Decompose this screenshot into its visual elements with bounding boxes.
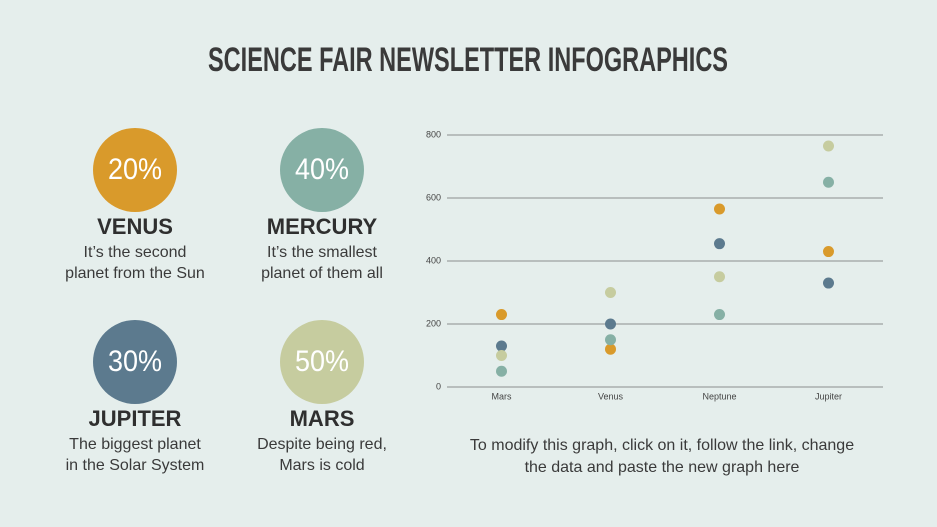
planet-description: in the Solar System xyxy=(66,457,205,474)
planet-circle xyxy=(93,128,177,212)
data-point xyxy=(823,246,834,258)
y-tick-label: 400 xyxy=(426,255,441,265)
data-point xyxy=(714,203,725,215)
chart-caption: To modify this graph, click on it, follo… xyxy=(470,437,854,454)
planet-name: MARS xyxy=(290,406,355,431)
data-point xyxy=(496,309,507,321)
x-tick-label: Neptune xyxy=(702,391,736,401)
chart-caption: the data and paste the new graph here xyxy=(525,459,800,476)
data-point xyxy=(605,318,616,330)
x-tick-label: Venus xyxy=(598,391,624,401)
data-point xyxy=(605,334,616,346)
data-point xyxy=(496,340,507,352)
percent: 30% xyxy=(108,345,162,378)
percent: 50% xyxy=(295,345,349,378)
planet-description: planet of them all xyxy=(261,265,383,282)
planet-name: MERCURY xyxy=(267,214,378,239)
data-point xyxy=(496,350,507,361)
data-point xyxy=(605,287,616,298)
data-point xyxy=(823,176,834,188)
y-tick-label: 0 xyxy=(436,381,441,391)
planet-circle xyxy=(93,320,177,404)
percent: 20% xyxy=(108,153,162,186)
data-point xyxy=(823,277,834,289)
planet-description: It’s the smallest xyxy=(267,244,378,261)
data-point xyxy=(823,140,834,152)
data-point xyxy=(714,309,725,321)
data-point xyxy=(496,365,507,377)
y-tick-label: 600 xyxy=(426,192,441,202)
data-point xyxy=(605,343,616,355)
data-point xyxy=(714,238,725,250)
planet-name: VENUS xyxy=(97,214,173,239)
planet-name: JUPITER xyxy=(89,406,182,431)
planet-description: Despite being red, xyxy=(257,436,387,453)
planet-description: The biggest planet xyxy=(69,436,201,453)
planet-description: Mars is cold xyxy=(279,457,364,474)
y-tick-label: 200 xyxy=(426,318,441,328)
slide-title: SCIENCE FAIR NEWSLETTER INFOGRAPHICS xyxy=(208,41,728,79)
y-tick-label: 800 xyxy=(426,129,441,139)
x-tick-label: Mars xyxy=(492,391,512,401)
planet-description: It’s the second xyxy=(84,244,187,261)
x-tick-label: Jupiter xyxy=(815,391,842,401)
planet-circle xyxy=(280,128,364,212)
planet-circle xyxy=(280,320,364,404)
percent: 40% xyxy=(295,153,349,186)
data-point xyxy=(714,271,725,283)
planet-description: planet from the Sun xyxy=(65,265,205,282)
